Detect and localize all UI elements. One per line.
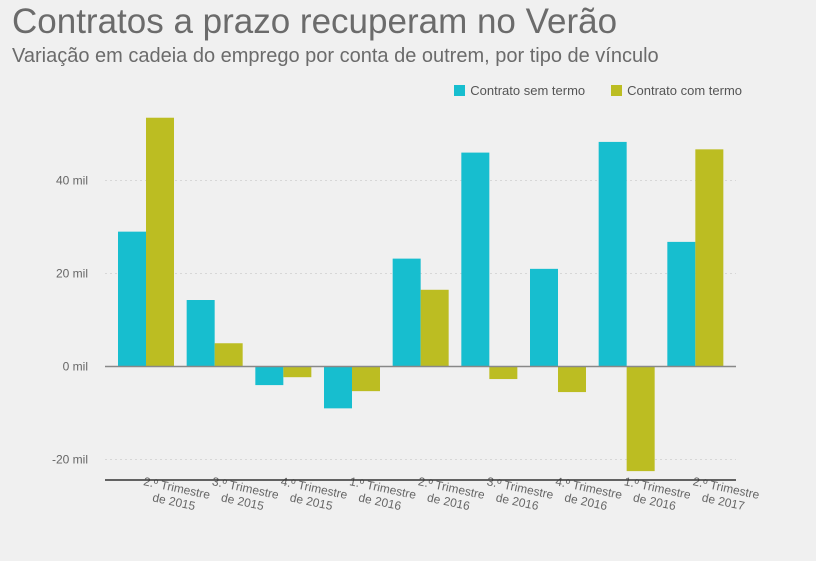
y-tick-label: -20 mil <box>52 453 88 467</box>
bar-sem-termo <box>186 300 215 367</box>
legend-item-sem-termo: Contrato sem termo <box>454 83 585 98</box>
y-tick-label: 20 mil <box>56 267 88 281</box>
bar-com-termo <box>626 366 655 472</box>
bar-sem-termo <box>461 152 490 367</box>
bar-sem-termo <box>598 141 627 367</box>
legend-label-sem-termo: Contrato sem termo <box>470 83 586 98</box>
legend-swatch-sem-termo <box>454 85 466 96</box>
bar-com-termo <box>146 117 174 367</box>
bar-com-termo <box>214 343 243 367</box>
bar-sem-termo <box>530 268 558 367</box>
bar-sem-termo <box>667 241 696 367</box>
bar-com-termo <box>695 149 724 367</box>
legend-label-com-termo: Contrato com termo <box>627 83 742 98</box>
chart-title: Contratos a prazo recuperam no Verão <box>12 2 618 41</box>
legend: Contrato sem termo Contrato com termo <box>454 83 742 98</box>
chart-subtitle: Variação em cadeia do emprego por conta … <box>12 45 659 67</box>
bar-sem-termo <box>324 366 352 409</box>
legend-swatch-com-termo <box>611 85 623 96</box>
legend-item-com-termo: Contrato com termo <box>611 83 742 98</box>
y-tick-label: 40 mil <box>56 174 88 188</box>
bar-com-termo <box>489 366 518 380</box>
bar-com-termo <box>420 289 449 367</box>
bar-com-termo <box>352 366 380 392</box>
bar-sem-termo <box>118 231 146 367</box>
y-tick-label: 0 mil <box>63 360 88 374</box>
bar-com-termo <box>283 366 312 378</box>
bar-com-termo <box>558 366 586 393</box>
bar-sem-termo <box>255 366 284 386</box>
bar-sem-termo <box>392 258 421 367</box>
